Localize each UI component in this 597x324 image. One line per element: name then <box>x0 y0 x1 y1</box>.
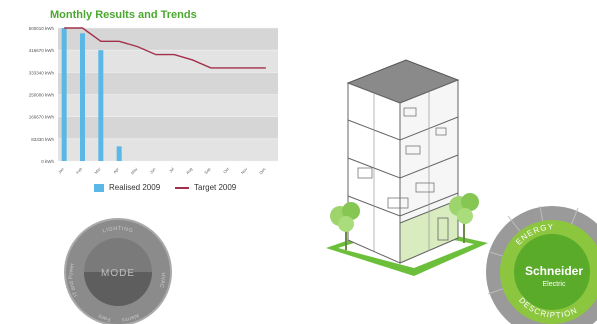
grid-band <box>58 28 278 51</box>
brand-name: Schneider <box>525 264 583 278</box>
furniture <box>405 145 421 155</box>
mode-ring-label-lighting[interactable]: LIGHTING <box>102 226 134 235</box>
x-tick-label: Aug <box>185 166 193 175</box>
brand-sub: Electric <box>543 281 566 288</box>
svg-text:Fans: Fans <box>97 312 111 322</box>
x-tick-label: Sep <box>203 166 212 175</box>
x-tick-label: Apr <box>112 166 120 174</box>
furniture <box>415 182 435 193</box>
mode-dial[interactable]: MODE LIGHTING HVAC Alarms Fans IT and Po… <box>58 212 178 324</box>
mode-ring-label-alarms[interactable]: Alarms <box>121 312 140 323</box>
floor-line-3 <box>347 192 459 217</box>
x-tick-label: Dec <box>258 166 266 175</box>
tree-left <box>330 202 360 250</box>
furniture <box>387 197 409 209</box>
building-illustration <box>326 59 488 276</box>
grid-band <box>58 72 278 95</box>
furniture <box>357 167 373 179</box>
y-tick-label: 166670 kWh <box>29 115 55 120</box>
monthly-results-chart: 0 kWh 83330 kWh 166670 kWh 250000 kWh 333340… <box>29 26 278 175</box>
y-tick-label: 83330 kWh <box>31 137 54 142</box>
floor-line-2 <box>347 154 459 179</box>
svg-text:Alarms: Alarms <box>121 312 140 323</box>
furniture <box>435 127 447 136</box>
x-tick-label: Jun <box>149 166 157 174</box>
y-tick-label: 333340 kWh <box>29 70 55 75</box>
tree-right <box>449 193 479 243</box>
x-tick-label: Nov <box>240 166 248 175</box>
grid-band <box>58 116 278 139</box>
legend-target-label: Target 2009 <box>194 183 237 192</box>
y-tick-label: 250000 kWh <box>29 93 55 98</box>
x-tick-label: Oct <box>222 166 230 175</box>
x-tick-label: Jan <box>57 166 65 174</box>
legend-realised: Realised 2009 <box>94 183 160 192</box>
svg-text:HVAC: HVAC <box>158 273 166 289</box>
bar-realised-mar[interactable] <box>98 50 104 161</box>
legend-target: Target 2009 <box>175 183 236 192</box>
x-tick-label: Jul <box>168 166 175 173</box>
mode-dial-center-shade <box>84 272 152 306</box>
bar-realised-apr[interactable] <box>116 146 122 161</box>
schneider-energy-dial[interactable]: Schneider Electric ENERGY DESCRIPTION <box>450 194 597 324</box>
svg-text:LIGHTING: LIGHTING <box>102 226 134 235</box>
legend-realised-label: Realised 2009 <box>109 183 161 192</box>
x-tick-label: Mar <box>93 166 102 175</box>
x-tick-label: May <box>130 166 139 175</box>
legend-line-swatch <box>175 186 189 189</box>
mode-center-label: MODE <box>101 268 135 279</box>
legend-bar-swatch <box>94 183 104 192</box>
door <box>437 217 449 241</box>
furniture <box>403 107 417 117</box>
y-tick-label: 0 kWh <box>41 159 54 164</box>
y-tick-label: 416670 kWh <box>29 48 55 53</box>
mode-ring-label-hvac[interactable]: HVAC <box>158 273 166 289</box>
line-target-2009[interactable] <box>64 27 266 69</box>
chart-title: Monthly Results and Trends <box>50 9 197 21</box>
mode-ring-label-fans[interactable]: Fans <box>97 312 111 322</box>
schneider-center[interactable] <box>514 234 590 310</box>
mode-ring-label-it-power[interactable]: IT and Power <box>68 263 79 298</box>
svg-text:IT and Power: IT and Power <box>68 263 79 298</box>
x-tick-label: Feb <box>75 166 84 175</box>
bar-realised-jan[interactable] <box>61 28 67 161</box>
y-tick-label: 500010 kWh <box>29 26 55 31</box>
floor-line-1 <box>347 116 459 141</box>
bar-realised-feb[interactable] <box>80 33 85 161</box>
